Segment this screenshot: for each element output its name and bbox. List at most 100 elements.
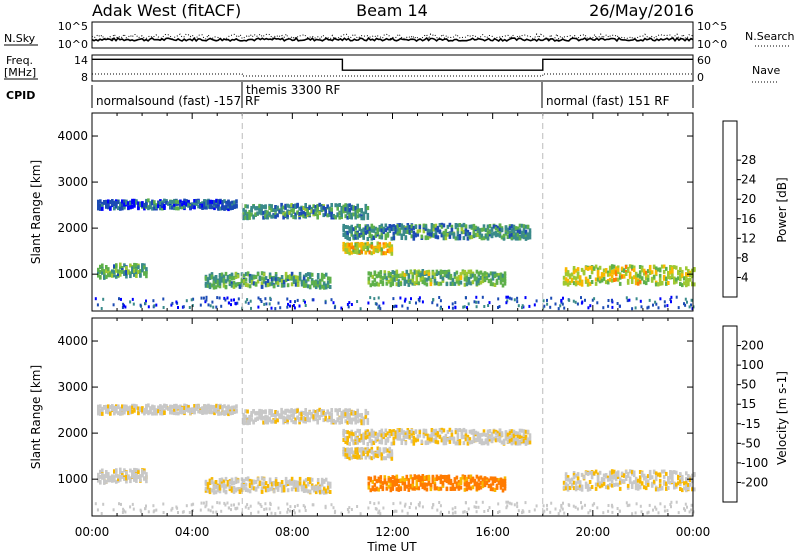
velocity-echo-cell [586,471,590,476]
power-echo-cell [687,269,690,273]
power-echo-cell [460,224,464,229]
velocity-echo-cell [105,479,108,484]
power-echo-cell [400,233,404,238]
velocity-echo-cell [224,484,228,489]
velocity-echo-cell [514,437,518,442]
velocity-echo-cell [501,478,505,483]
power-echo-cell [610,265,614,270]
power-echo-cell [179,202,182,207]
velocity-ground-cell [330,503,333,507]
velocity-echo-cell [514,440,518,445]
power-echo-cell [358,208,361,213]
velocity-echo-cell [387,484,391,489]
power-echo-cell [620,266,624,271]
power-echo-cell [268,275,272,280]
velocity-echo-cell [463,479,467,484]
velocity-echo-cell [384,441,388,446]
velocity-ground-cell [666,509,669,513]
power-echo-cell [467,280,471,285]
power-echo-cell [495,272,499,277]
power-ground-cell [669,298,672,301]
velocity-echo-cell [270,409,273,414]
velocity-ground-cell [483,510,486,513]
velocity-echo-cell [135,470,138,475]
power-echo-cell [665,266,668,271]
velocity-echo-cell [201,411,204,415]
power-echo-cell [420,234,424,239]
nsky-label: N.Sky [4,32,36,45]
power-echo-cell [101,206,104,211]
velocity-echo-cell [484,433,488,438]
velocity-echo-cell [438,428,442,432]
velocity-echo-cell [450,429,454,434]
power-echo-cell [356,245,359,250]
power-echo-cell [302,206,305,210]
velocity-echo-cell [262,482,266,487]
power-echo-cell [488,232,492,237]
velocity-ground-cell [286,502,289,506]
power-echo-cell [516,226,520,231]
power-echo-cell [371,274,375,279]
power-colorbar-tick-label: 28 [741,153,756,167]
velocity-echo-cell [306,477,310,482]
power-echo-cell [441,270,445,274]
velocity-echo-cell [630,485,634,489]
power-echo-cell [119,272,122,277]
velocity-echo-cell [394,434,398,439]
velocity-echo-cell [129,476,132,481]
power-echo-cell [658,278,662,283]
velocity-echo-cell [584,481,588,486]
power-echo-cell [367,271,371,276]
velocity-echo-cell [416,434,420,439]
velocity-echo-cell [340,420,343,425]
velocity-echo-cell [580,487,584,492]
velocity-echo-cell [129,479,132,484]
velocity-echo-cell [350,417,353,422]
velocity-echo-cell [115,479,118,484]
velocity-echo-cell [294,480,298,485]
power-echo-cell [596,277,600,282]
velocity-echo-cell [490,431,494,436]
power-echo-cell [404,229,408,234]
velocity-echo-cell [372,441,376,445]
power-echo-cell [388,249,392,254]
velocity-echo-cell [97,472,100,477]
power-ground-cell [112,303,115,307]
velocity-echo-cell [310,414,313,419]
power-echo-cell [342,228,345,233]
velocity-echo-cell [225,409,228,414]
velocity-echo-cell [667,476,670,480]
power-ground-cell [377,306,380,310]
nsky-trace [91,36,694,43]
power-echo-cell [512,224,516,229]
power-echo-cell [388,229,392,233]
velocity-echo-cell [395,474,399,479]
velocity-echo-cell [508,431,512,436]
power-echo-cell [429,282,433,287]
power-echo-cell [456,235,460,240]
velocity-echo-cell [221,408,224,413]
power-echo-cell [197,199,200,204]
velocity-echo-cell [453,477,457,482]
power-echo-cell [476,230,480,235]
power-echo-cell [470,224,474,229]
power-echo-cell [360,242,363,246]
velocity-echo-cell [471,485,475,490]
power-echo-cell [111,199,114,203]
power-echo-cell [430,223,434,227]
power-echo-cell [483,278,487,283]
velocity-echo-cell [454,428,458,432]
velocity-echo-cell [332,418,335,423]
power-ground-cell [244,300,247,304]
velocity-echo-cell [364,449,368,454]
power-echo-cell [460,227,464,232]
power-echo-cell [159,206,162,211]
velocity-echo-cell [483,476,487,481]
velocity-echo-cell [330,412,333,417]
power-echo-cell [123,263,126,268]
power-ground-cell [415,301,417,305]
velocity-ground-cell [367,506,370,510]
velocity-echo-cell [250,480,254,485]
power-echo-cell [107,199,110,204]
velocity-echo-cell [400,430,404,435]
